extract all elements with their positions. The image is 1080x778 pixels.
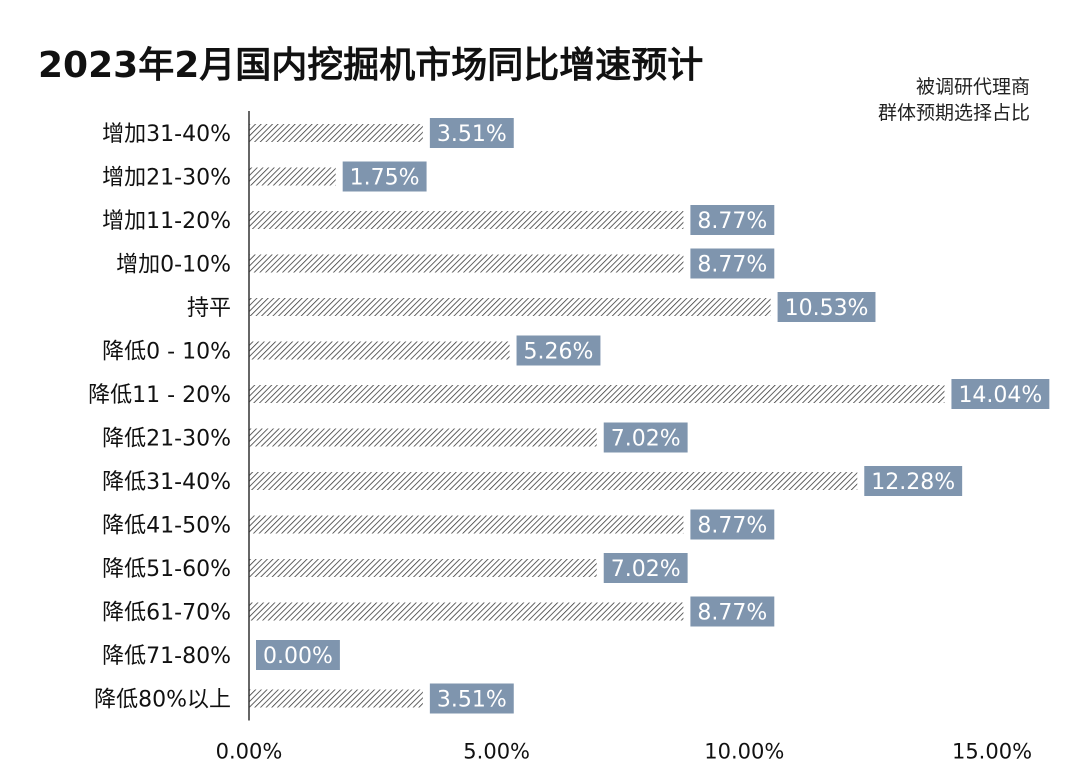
category-label: 增加11-20% — [102, 209, 231, 234]
category-label: 增加0-10% — [116, 253, 231, 278]
chart-note: 被调研代理商 群体预期选择占比 — [878, 74, 1030, 126]
data-label-box — [342, 161, 427, 192]
x-tick-label: 10.00% — [704, 740, 784, 764]
labels-layer: 3.51% 1.75% 8.77% 8.77% 10.53% 5.26% 14.04% 7.0… — [256, 118, 1050, 714]
bar — [249, 515, 684, 534]
data-label: 0.00% — [263, 644, 333, 669]
data-label-box — [429, 683, 514, 714]
data-label: 7.02% — [611, 427, 681, 452]
bar — [249, 559, 597, 577]
data-label-box — [690, 596, 775, 627]
data-label-box — [516, 335, 601, 366]
bar — [249, 385, 945, 403]
chart-note-line-2: 群体预期选择占比 — [877, 102, 1030, 124]
bar — [249, 341, 510, 360]
x-axis-ticks: 0.00% 5.00% 10.00% 15.00% — [216, 740, 1032, 764]
data-label-box — [690, 248, 775, 279]
chart-note-line-1: 被调研代理商 — [915, 76, 1030, 98]
data-label: 8.77% — [697, 601, 767, 626]
bar — [249, 124, 423, 142]
bar — [249, 689, 423, 708]
bar — [249, 602, 684, 621]
x-tick-label: 0.00% — [216, 740, 283, 764]
data-label: 3.51% — [437, 122, 507, 147]
bars-layer — [249, 124, 945, 708]
category-label: 降低80%以上 — [94, 688, 231, 713]
data-label: 14.04% — [958, 383, 1042, 408]
category-label: 降低51-60% — [102, 557, 231, 582]
category-label: 降低41-50% — [102, 514, 231, 539]
category-label: 降低0 - 10% — [102, 340, 231, 365]
data-label-box — [690, 509, 775, 540]
category-label: 降低31-40% — [102, 470, 231, 495]
category-label: 持平 — [187, 296, 231, 321]
data-label: 3.51% — [437, 688, 507, 713]
data-label: 5.26% — [524, 340, 594, 365]
category-label: 降低11 - 20% — [88, 383, 231, 408]
bar — [249, 428, 597, 447]
data-label-box — [429, 118, 514, 148]
data-label: 10.53% — [785, 296, 869, 321]
x-tick-label: 15.00% — [952, 740, 1032, 764]
data-label-box — [951, 379, 1050, 409]
bar — [249, 167, 336, 186]
data-label-box — [256, 640, 340, 670]
category-label: 降低21-30% — [102, 427, 231, 452]
data-label: 8.77% — [697, 514, 767, 539]
bar — [249, 472, 858, 490]
bar — [249, 211, 684, 229]
category-label: 增加21-30% — [102, 166, 231, 191]
data-label-box — [777, 292, 876, 322]
data-label: 12.28% — [871, 470, 955, 495]
category-label: 增加31-40% — [102, 122, 231, 147]
x-tick-label: 5.00% — [463, 740, 530, 764]
data-label: 8.77% — [697, 253, 767, 278]
category-label: 降低61-70% — [102, 601, 231, 626]
data-label-box — [603, 553, 688, 583]
category-label: 降低71-80% — [102, 644, 231, 669]
data-label-box — [603, 422, 688, 453]
data-label: 8.77% — [697, 209, 767, 234]
bar — [249, 298, 771, 316]
bar — [249, 254, 684, 273]
chart-title: 2023年2月国内挖掘机市场同比增速预计 — [38, 45, 704, 86]
data-label-box — [864, 466, 963, 496]
data-label: 7.02% — [611, 557, 681, 582]
data-label-box — [690, 205, 775, 235]
data-label: 1.75% — [350, 166, 420, 191]
